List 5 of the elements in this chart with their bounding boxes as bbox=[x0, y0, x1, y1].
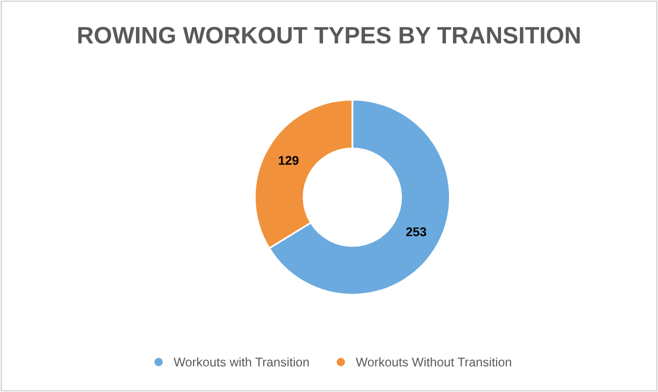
data-label: 129 bbox=[278, 156, 298, 165]
legend-label: Workouts with Transition bbox=[174, 357, 309, 367]
chart-title: ROWING WORKOUT TYPES BY TRANSITION bbox=[78, 26, 580, 44]
legend-label: Workouts Without Transition bbox=[356, 357, 512, 367]
data-label: 253 bbox=[406, 227, 426, 236]
